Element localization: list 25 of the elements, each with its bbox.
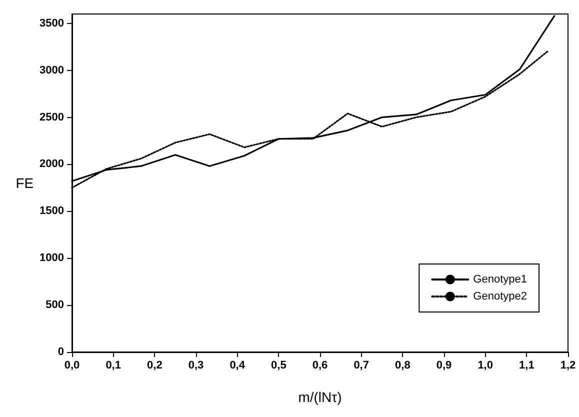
x-axis-title: m/(lNτ): [298, 389, 342, 405]
x-tick-label: 0,1: [106, 360, 121, 372]
y-axis-title: FE: [16, 175, 34, 191]
x-tick-label: 0,5: [271, 360, 286, 372]
y-tick-label: 500: [46, 299, 64, 312]
x-tick-label: 1,0: [478, 360, 493, 372]
y-tick-label: 1500: [40, 205, 64, 218]
y-tick-label: 3500: [40, 17, 64, 30]
y-tick-label: 0: [58, 346, 64, 358]
x-tick-label: 0,9: [436, 360, 452, 372]
x-tick-label: 0,0: [64, 360, 80, 372]
legend-label: Genotype1: [473, 274, 528, 286]
y-tick-label: 2500: [40, 111, 64, 124]
x-tick-label: 0,2: [147, 360, 162, 372]
x-tick-label: 0,4: [230, 360, 246, 372]
x-tick-label: 1,2: [560, 360, 576, 372]
y-tick-label: 3000: [40, 64, 64, 76]
y-tick-label: 2000: [40, 158, 64, 170]
x-tick-label: 0,6: [312, 360, 328, 372]
legend-label: Genotype2: [473, 290, 528, 302]
y-tick-label: 1000: [40, 252, 64, 264]
x-tick-label: 0,3: [188, 360, 204, 372]
x-tick-label: 0,8: [395, 360, 410, 372]
x-tick-label: 0,7: [354, 360, 369, 372]
x-tick-label: 1,1: [519, 360, 534, 372]
